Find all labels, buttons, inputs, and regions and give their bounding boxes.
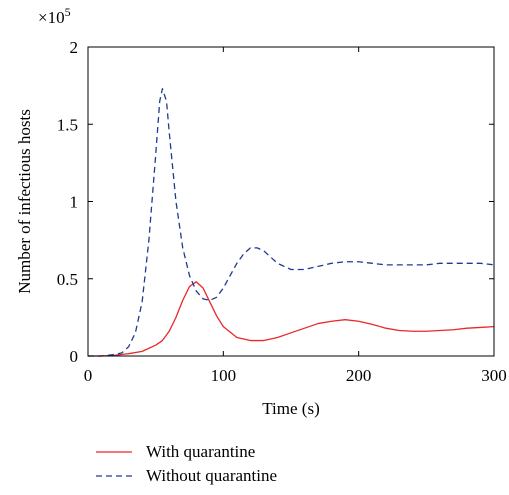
y-axis-label: Number of infectious hosts	[15, 109, 34, 294]
axis-ticks-group: 0 100 200 300 0 0.5 1 1.5 2	[57, 38, 507, 385]
x-tick-label: 200	[346, 366, 372, 385]
plot-series-group	[88, 88, 495, 357]
series-line-without-quarantine	[88, 88, 495, 357]
y-exponent-prefix: ×10	[38, 8, 65, 27]
x-tick-label: 300	[481, 366, 507, 385]
legend-swatch-dashed	[96, 470, 136, 482]
y-tick-label: 0	[70, 347, 79, 366]
legend-label-without-quarantine: Without quarantine	[146, 466, 278, 485]
x-axis-label: Time (s)	[262, 399, 319, 418]
legend: With quarantine Without quarantine	[96, 440, 277, 488]
y-tick-label: 2	[70, 38, 79, 57]
legend-swatch-solid	[96, 446, 136, 458]
x-tick-label: 100	[211, 366, 237, 385]
legend-item-with-quarantine: With quarantine	[96, 440, 277, 464]
infection-chart: ×105 0 100 200 300 0 0.5 1 1.5 2 Time (s) Number…	[15, 5, 507, 418]
series-line-with-quarantine	[88, 281, 495, 357]
y-tick-label: 0.5	[57, 270, 78, 289]
y-tick-label: 1	[70, 193, 79, 212]
y-exponent-power: 5	[65, 5, 71, 19]
y-tick-label: 1.5	[57, 115, 78, 134]
plot-frame	[87, 46, 495, 357]
legend-label-with-quarantine: With quarantine	[146, 442, 256, 461]
y-exponent-label: ×105	[38, 5, 71, 27]
legend-item-without-quarantine: Without quarantine	[96, 464, 277, 488]
x-tick-label: 0	[84, 366, 93, 385]
